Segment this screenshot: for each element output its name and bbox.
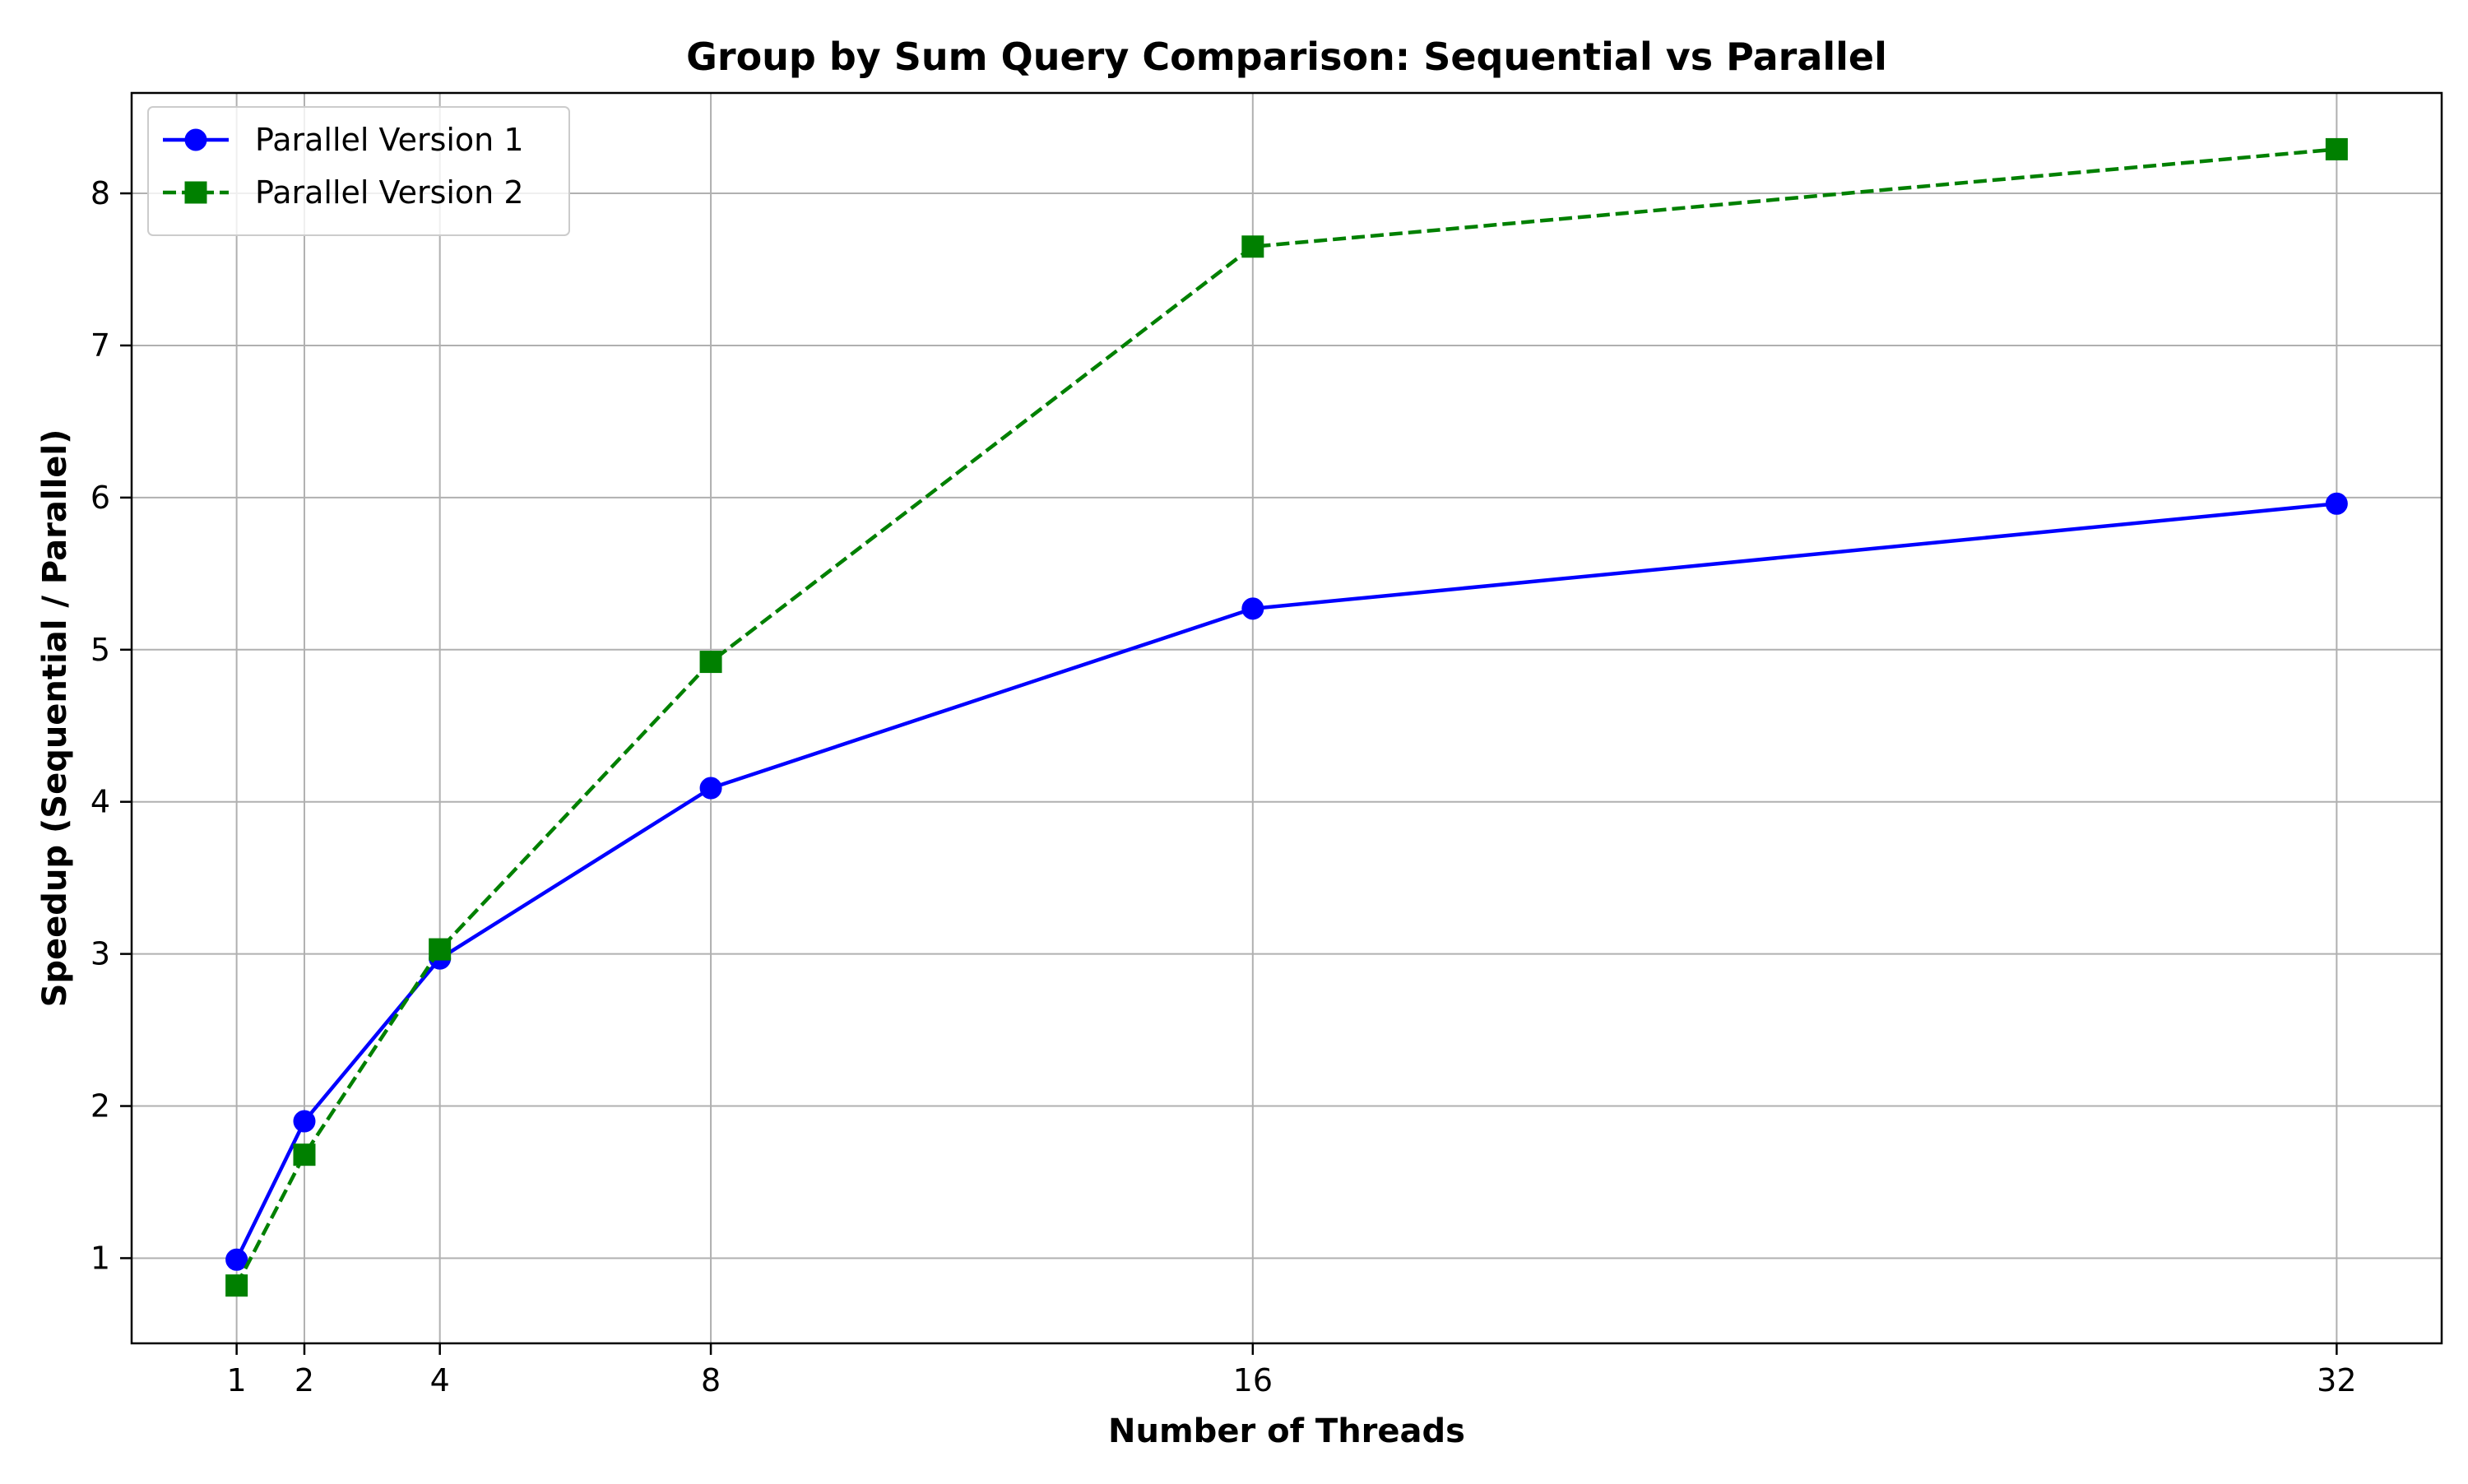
y-axis-label: Speedup (Sequential / Parallel)	[36, 429, 74, 1008]
y-tick-label: 8	[90, 175, 110, 211]
x-tick-label: 4	[430, 1362, 450, 1398]
y-tick-label: 7	[90, 327, 110, 364]
legend-entry-1: Parallel Version 1	[163, 122, 524, 158]
legend-label: Parallel Version 2	[255, 174, 524, 211]
series-1-point	[1241, 597, 1264, 620]
series-2-point	[429, 938, 452, 961]
series-1-point	[699, 777, 722, 800]
series-1	[225, 492, 2348, 1271]
series-2-point	[1241, 235, 1264, 258]
chart-title: Group by Sum Query Comparison: Sequentia…	[686, 35, 1887, 79]
series-layer	[225, 137, 2348, 1297]
x-tick-label: 16	[1233, 1362, 1273, 1398]
series-2-point	[699, 651, 722, 674]
tick-layer: 1 2 4 8 16 32 1 2 3 4 5 6 7 8	[90, 175, 2357, 1398]
legend-entries: Parallel Version 1 Parallel Version 2	[163, 122, 524, 211]
legend-label: Parallel Version 1	[255, 122, 524, 158]
y-tick-label: 4	[90, 784, 110, 820]
x-axis-label: Number of Threads	[1108, 1412, 1465, 1450]
x-tick-label: 1	[227, 1362, 247, 1398]
y-tick-label: 6	[90, 480, 110, 516]
legend-swatch-marker	[184, 181, 207, 204]
x-tick-label: 8	[701, 1362, 721, 1398]
x-tick-label: 2	[295, 1362, 314, 1398]
series-1-point	[225, 1248, 248, 1271]
legend-swatch-marker	[184, 128, 207, 151]
grid-layer	[132, 93, 2442, 1343]
plot-frame	[130, 91, 2443, 1345]
y-tick-label: 3	[90, 936, 110, 972]
legend: Parallel Version 1 Parallel Version 2	[147, 106, 570, 236]
y-tick-label: 1	[90, 1240, 110, 1276]
series-2-point	[225, 1274, 248, 1297]
series-1-point	[2325, 492, 2348, 515]
series-2-line	[234, 147, 2337, 1287]
y-tick-label: 2	[90, 1088, 110, 1125]
series-2	[225, 137, 2348, 1297]
series-2-point	[293, 1143, 316, 1166]
series-1-point	[293, 1110, 316, 1133]
x-tick-label: 32	[2317, 1362, 2356, 1398]
legend-entry-2: Parallel Version 2	[163, 174, 524, 211]
y-tick-label: 5	[90, 632, 110, 668]
legend-box	[147, 106, 570, 236]
series-1-line	[234, 502, 2337, 1261]
series-2-point	[2325, 137, 2348, 160]
